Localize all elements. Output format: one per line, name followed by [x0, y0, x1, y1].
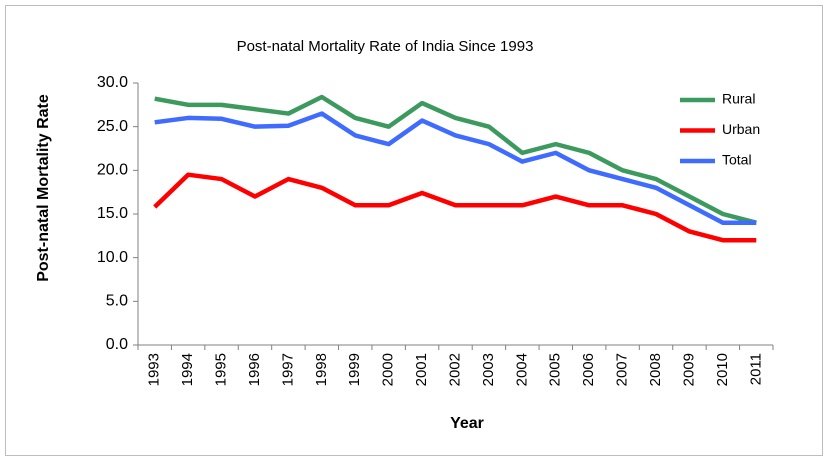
x-tick-label: 2005	[547, 353, 564, 386]
series-line	[154, 94, 757, 225]
legend-label: Total	[722, 152, 752, 168]
x-tick-label: 1996	[246, 353, 263, 386]
y-tick-label: 20.0	[97, 162, 128, 179]
x-tick-label: 2006	[580, 353, 597, 386]
y-axis-label: Post-natal Mortality Rate	[35, 94, 52, 282]
y-tick-label: 5.0	[106, 293, 128, 310]
x-tick-label: 1993	[146, 353, 163, 386]
chart-frame	[5, 5, 823, 456]
x-tick-label: 2008	[647, 353, 664, 386]
x-tick-label: 2003	[480, 353, 497, 386]
legend-label: Rural	[722, 91, 755, 107]
x-tick-label: 2009	[680, 353, 697, 386]
x-tick-label: 1995	[213, 353, 230, 386]
y-tick-label: 25.0	[97, 118, 128, 135]
x-tick-label: 2011	[747, 353, 764, 385]
x-tick-label: 1998	[313, 353, 330, 386]
x-tick-label: 1994	[179, 353, 196, 386]
series-line	[153, 172, 757, 243]
y-tick-label: 30.0	[97, 74, 128, 91]
x-tick-label: 1999	[346, 353, 363, 386]
x-tick-label: 2000	[380, 353, 397, 386]
x-tick-label: 2001	[413, 353, 430, 386]
y-tick-label: 15.0	[97, 205, 128, 222]
y-tick-label: 0.0	[106, 336, 128, 353]
x-tick-label: 1997	[279, 353, 296, 386]
chart-title: Post-natal Mortality Rate of India Since…	[237, 38, 534, 55]
x-tick-label: 2002	[446, 353, 463, 386]
x-axis-label: Year	[450, 415, 484, 432]
x-tick-label: 2010	[714, 353, 731, 386]
y-tick-label: 10.0	[97, 249, 128, 266]
series-line	[154, 111, 757, 225]
x-tick-label: 2004	[513, 353, 530, 386]
x-tick-label: 2007	[614, 353, 631, 386]
legend-label: Urban	[722, 121, 760, 137]
